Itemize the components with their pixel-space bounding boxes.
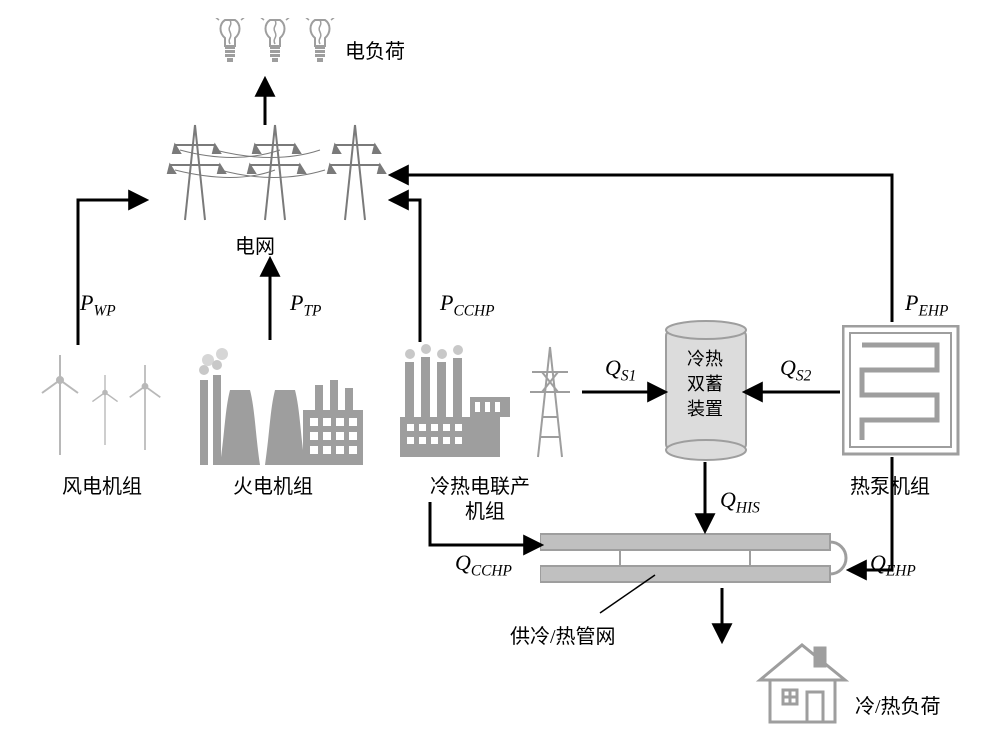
tp-label: 火电机组: [233, 470, 313, 499]
var-P-WP: PWP: [80, 290, 116, 320]
elec-load-icon: [205, 18, 340, 83]
var-P-TP: PTP: [290, 290, 321, 320]
ehp-icon: [842, 325, 960, 462]
ehp-label: 热泵机组: [850, 470, 930, 499]
wind-label: 风电机组: [62, 470, 142, 499]
var-Q-S2: QS2: [780, 355, 811, 385]
elec-load-label: 电负荷: [345, 35, 405, 64]
grid-icon: [145, 120, 395, 235]
var-P-EHP: PEHP: [905, 290, 948, 320]
tp-icon: [195, 340, 370, 475]
cchp-icon: [395, 342, 585, 467]
storage-label-1: 冷热: [687, 345, 723, 371]
storage-label-3: 装置: [687, 395, 723, 421]
grid-label: 电网: [235, 230, 275, 259]
storage-label-2: 双蓄: [687, 370, 723, 396]
house-label: 冷/热负荷: [855, 690, 941, 719]
var-Q-HIS: QHIS: [720, 487, 760, 517]
house-icon: [755, 640, 850, 730]
var-Q-CCHP: QCCHP: [455, 550, 512, 580]
hx-icon: [540, 530, 860, 595]
cchp-label-2: 机组: [465, 495, 505, 524]
var-P-CCHP: PCCHP: [440, 290, 495, 320]
var-Q-S1: QS1: [605, 355, 636, 385]
wind-icon: [35, 345, 185, 465]
hx-label: 供冷/热管网: [510, 620, 616, 649]
var-Q-EHP: QEHP: [870, 550, 916, 580]
